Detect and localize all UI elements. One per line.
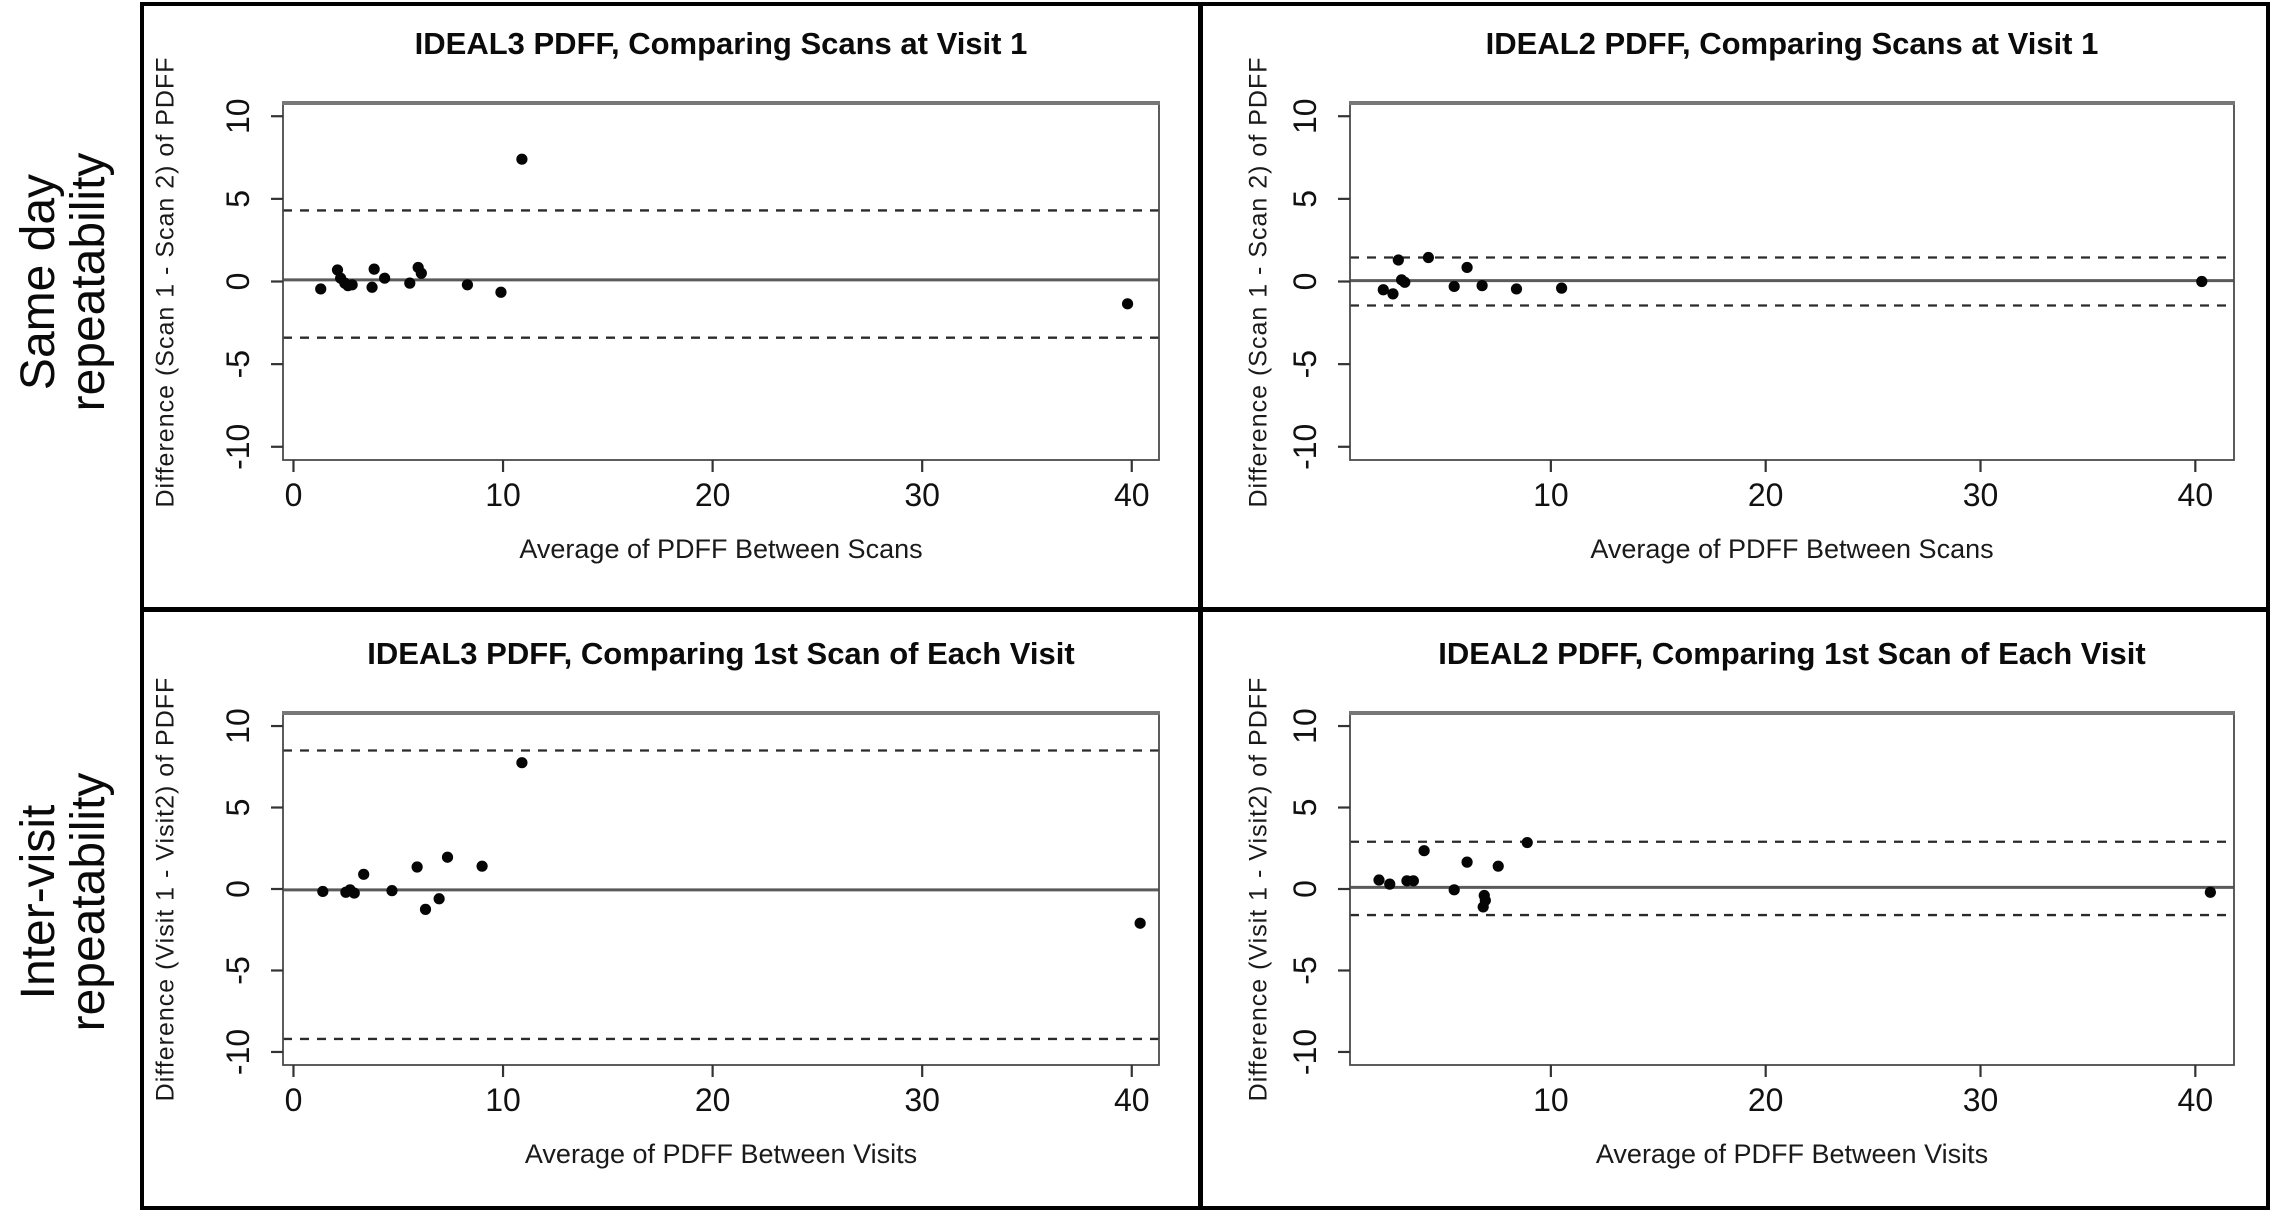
svg-text:40: 40 <box>1114 1082 1150 1118</box>
svg-text:0: 0 <box>1287 273 1323 291</box>
svg-text:-10: -10 <box>1287 1029 1323 1075</box>
svg-text:40: 40 <box>1114 477 1150 513</box>
chart-title: IDEAL3 PDFF, Comparing 1st Scan of Each … <box>367 636 1075 671</box>
svg-text:20: 20 <box>695 1082 731 1118</box>
svg-text:5: 5 <box>1287 799 1323 817</box>
figure-border <box>140 2 2270 1210</box>
svg-text:10: 10 <box>220 98 256 134</box>
x-axis-label: Average of PDFF Between Scans <box>519 534 923 564</box>
scatter-plot-canvas: 0 10 20 30 40 -10 -5 0 5 10 <box>220 98 1160 513</box>
row-label-same-day: Same day repeatability <box>12 152 115 412</box>
svg-text:30: 30 <box>1963 1082 1999 1118</box>
svg-text:20: 20 <box>1748 477 1784 513</box>
x-axis-label: Average of PDFF Between Visits <box>524 1139 918 1169</box>
scatter-plot-canvas: 0 10 20 30 40 -10 -5 0 5 10 <box>220 708 1160 1118</box>
svg-text:40: 40 <box>2178 477 2214 513</box>
svg-text:30: 30 <box>1963 477 1999 513</box>
svg-text:10: 10 <box>1533 477 1569 513</box>
scatter-plot-canvas: 10 20 30 40 -10 -5 0 5 10 <box>1287 708 2235 1118</box>
x-axis-label: Average of PDFF Between Visits <box>1595 1139 1989 1169</box>
y-axis-label: Difference (Visit 1 - Visit2) of PDFF <box>1244 676 1273 1102</box>
svg-text:5: 5 <box>1287 190 1323 208</box>
svg-text:0: 0 <box>285 1082 303 1118</box>
chart-title: IDEAL2 PDFF, Comparing 1st Scan of Each … <box>1438 636 2146 671</box>
svg-text:10: 10 <box>485 1082 521 1118</box>
svg-text:-10: -10 <box>220 1029 256 1075</box>
chart-title: IDEAL3 PDFF, Comparing Scans at Visit 1 <box>414 26 1028 61</box>
panel-divider-horizontal <box>140 607 2270 612</box>
y-axis-label: Difference (Scan 1 - Scan 2) of PDFF <box>151 56 180 507</box>
panel-bottom-right: 10 20 30 40 -10 -5 0 5 10 IDEAL2 PDFF, Comparing… <box>1203 612 2270 1210</box>
svg-text:0: 0 <box>220 273 256 291</box>
svg-text:-10: -10 <box>1287 424 1323 470</box>
svg-text:40: 40 <box>2178 1082 2214 1118</box>
x-axis-label: Average of PDFF Between Scans <box>1590 534 1994 564</box>
chart-title: IDEAL2 PDFF, Comparing Scans at Visit 1 <box>1485 26 2099 61</box>
panel-top-right: 10 20 30 40 -10 -5 0 5 10 IDEAL2 PDFF, Comparing… <box>1203 2 2270 607</box>
svg-text:0: 0 <box>220 880 256 898</box>
svg-text:-5: -5 <box>220 350 256 378</box>
svg-text:10: 10 <box>220 708 256 744</box>
svg-text:-5: -5 <box>220 956 256 984</box>
svg-text:20: 20 <box>695 477 731 513</box>
svg-text:5: 5 <box>220 190 256 208</box>
svg-text:10: 10 <box>485 477 521 513</box>
panel-top-left: 0 10 20 30 40 -10 -5 0 5 10 IDEAL3 PDFF, Comparin… <box>140 2 1198 607</box>
y-axis-label: Difference (Visit 1 - Visit2) of PDFF <box>151 676 180 1102</box>
y-axis-label: Difference (Scan 1 - Scan 2) of PDFF <box>1244 56 1273 507</box>
row-label-inter-visit: Inter-visit repeatability <box>12 772 115 1032</box>
svg-text:30: 30 <box>904 1082 940 1118</box>
svg-text:-5: -5 <box>1287 350 1323 378</box>
panel-bottom-left: 0 10 20 30 40 -10 -5 0 5 10 IDEAL3 PDFF, Comparin… <box>140 612 1198 1210</box>
scatter-plot-canvas: 10 20 30 40 -10 -5 0 5 10 <box>1287 98 2235 513</box>
svg-text:5: 5 <box>220 799 256 817</box>
svg-text:10: 10 <box>1533 1082 1569 1118</box>
svg-text:0: 0 <box>285 477 303 513</box>
svg-text:0: 0 <box>1287 880 1323 898</box>
svg-text:-10: -10 <box>220 424 256 470</box>
svg-text:10: 10 <box>1287 708 1323 744</box>
panel-divider-vertical <box>1198 2 1203 1210</box>
svg-text:20: 20 <box>1748 1082 1784 1118</box>
svg-text:10: 10 <box>1287 98 1323 134</box>
svg-text:30: 30 <box>904 477 940 513</box>
svg-text:-5: -5 <box>1287 956 1323 984</box>
